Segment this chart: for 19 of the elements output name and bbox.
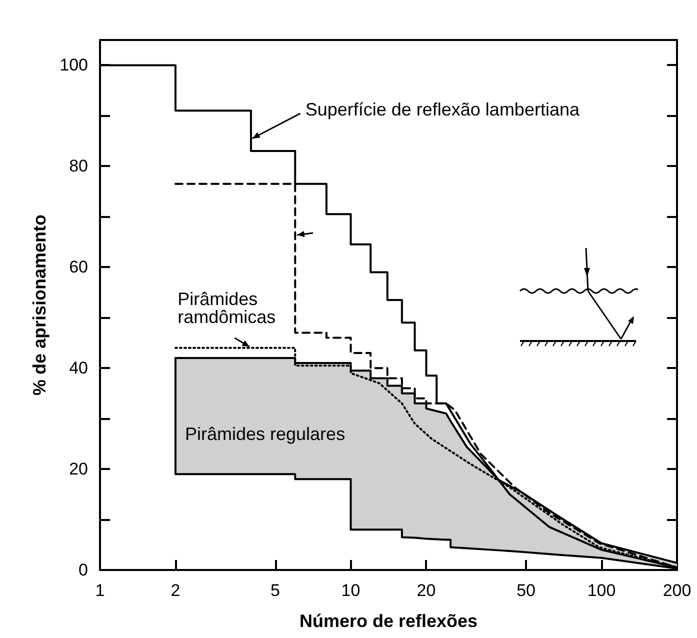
x-tick-label: 50: [516, 581, 536, 600]
y-tick-label: 0: [78, 560, 88, 580]
x-tick-label: 100: [587, 581, 616, 600]
y-tick-label: 60: [69, 258, 88, 277]
x-tick-label: 10: [341, 581, 360, 600]
annotation: Superfície de reflexão lambertiana: [305, 99, 580, 120]
x-tick-label: 200: [662, 581, 692, 600]
y-axis-title: % de aprisionamento: [30, 214, 50, 396]
annotation: Pirâmides ramdômicas: [178, 288, 276, 327]
y-tick-label: 100: [60, 56, 88, 75]
x-tick-label: 5: [270, 581, 280, 600]
x-tick-label: 20: [416, 581, 436, 600]
x-tick-label: 2: [170, 581, 180, 600]
annotation: Pirâmides regulares: [185, 424, 346, 444]
y-tick-label: 80: [69, 156, 88, 176]
y-tick-label: 20: [69, 460, 88, 479]
x-tick-label: 1: [95, 581, 105, 600]
y-tick-label: 40: [69, 358, 88, 378]
x-axis-title: Número de reflexões: [299, 611, 478, 631]
